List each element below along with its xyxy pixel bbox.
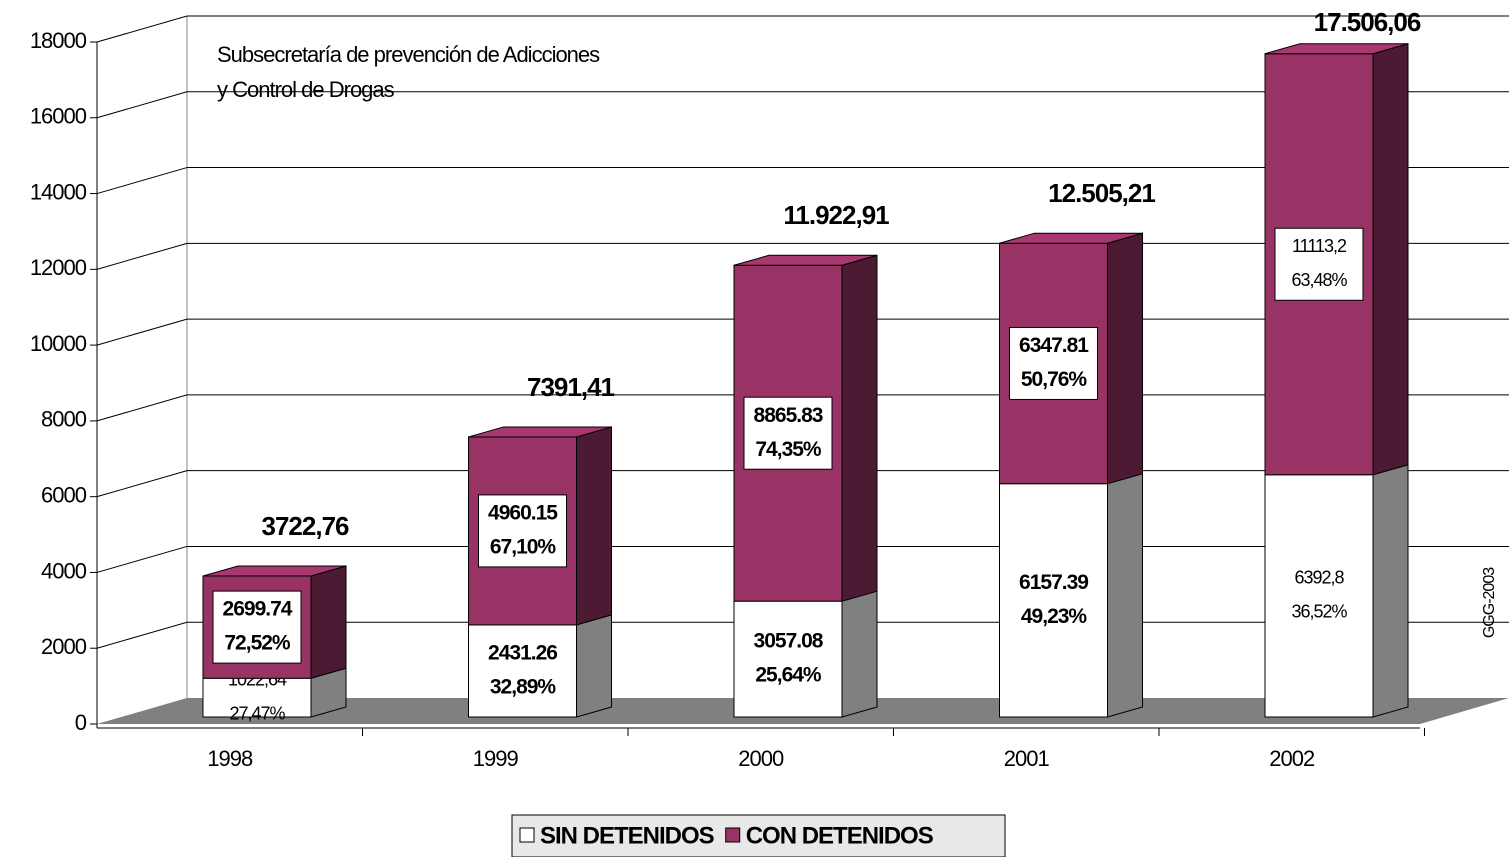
bar [202,677,312,718]
data-label: 6157.39 [1019,571,1088,594]
legend [511,814,1006,857]
data-label: 27,47% [229,703,285,723]
grid-line [96,167,188,195]
x-tick-label: 2002 [1269,746,1315,771]
bar-side [1372,464,1409,718]
data-label: 4960.15 [488,501,558,524]
bar-side [576,426,612,626]
y-tick-label: 14000 [30,179,87,204]
x-tick-label: 2000 [738,746,784,771]
bar [468,624,577,718]
x-tick-label: 1998 [207,746,253,771]
y-tick-label: 2000 [41,634,87,659]
total-label: 11.922,91 [783,200,889,230]
grid-line [96,470,188,498]
x-tick-label: 2001 [1004,746,1050,771]
label-box [212,590,302,664]
bar-top [1264,43,1409,55]
data-label: 2699.74 [223,598,293,621]
data-label: 25,64% [755,664,822,687]
bar-side [1107,473,1143,718]
bar [1264,474,1374,718]
bar-side [576,614,612,718]
legend-label: SIN DETENIDOS [540,822,715,849]
grid-line [96,394,188,422]
data-label: 74,35% [755,438,822,461]
legend-swatch [519,827,535,843]
y-tick-label: 8000 [41,407,87,432]
bar-side [1107,232,1143,485]
bar-top [468,426,612,438]
data-label: 6392,8 [1294,568,1344,588]
bar-side [310,565,347,679]
y-tick-label: 16000 [30,104,87,129]
data-label: 49,23% [1021,605,1088,628]
bar-side [1372,43,1409,476]
data-label: 3057.08 [754,630,824,653]
data-label: 67,10% [490,535,557,558]
grid-line [96,318,188,346]
y-tick-label: 4000 [41,558,87,583]
subtitle: Subsecretaría de prevención de Adiccione… [217,42,600,67]
bar [999,483,1108,718]
y-tick-label: 0 [75,710,87,735]
bar-side [841,590,878,718]
total-label: 3722,76 [262,511,350,541]
label-box [743,396,833,470]
y-tick-label: 12000 [30,255,87,280]
subtitle: y Control de Drogas [217,77,395,102]
grid-line [96,242,188,270]
y-tick-label: 6000 [41,482,87,507]
bar-top [999,232,1143,244]
data-label: 8865.83 [754,404,823,427]
y-tick-label: 10000 [30,331,87,356]
data-label: 32,89% [490,675,557,698]
bar-side [841,254,878,602]
grid-line [96,91,188,119]
y-tick-label: 18000 [30,28,87,53]
bar-top [202,565,347,577]
data-label: 6347.81 [1019,334,1089,357]
data-label: 63,48% [1291,270,1347,290]
data-label: 50,76% [1021,368,1088,391]
data-label: 11113,2 [1292,236,1347,256]
label-box [478,494,567,568]
label-box [1274,227,1364,301]
grid-line [96,621,188,649]
grid-line [96,15,188,43]
credit: GGG-2003 [1481,567,1498,638]
data-label: 2431.26 [488,641,557,664]
total-label: 12.505,21 [1048,178,1155,208]
bar [733,600,843,718]
grid-line [96,545,188,573]
legend-swatch [725,827,741,843]
bar-top [733,254,878,266]
x-tick-label: 1999 [473,746,519,771]
total-label: 17.506,06 [1314,7,1421,37]
total-label: 7391,41 [527,372,615,402]
legend-label: CON DETENIDOS [746,822,934,849]
data-label: 72,52% [224,632,291,655]
data-label: 36,52% [1291,602,1347,622]
label-box [1009,326,1098,400]
